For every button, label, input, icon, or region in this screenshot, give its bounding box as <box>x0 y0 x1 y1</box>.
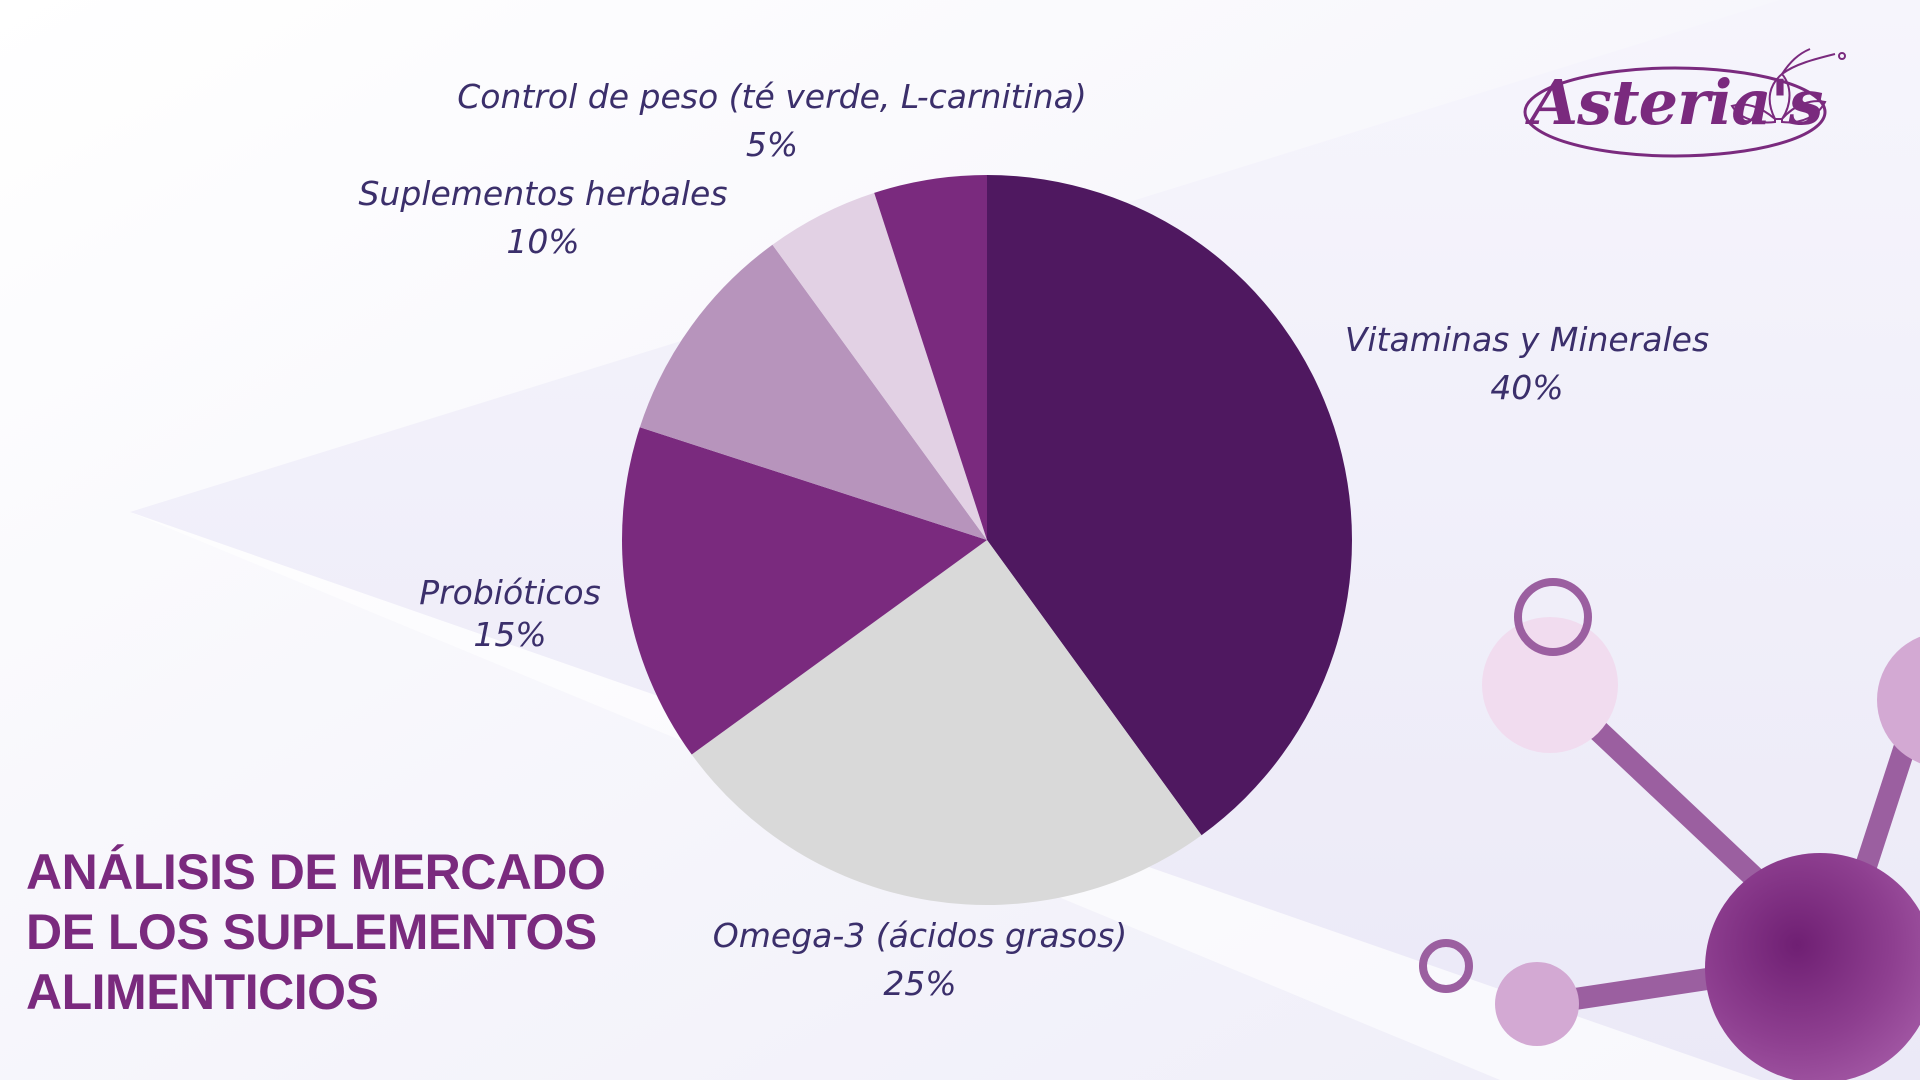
molecule-atom-mid <box>1877 636 1920 764</box>
label-omega3: Omega-3 (ácidos grasos) 25% <box>713 912 1127 1008</box>
molecule-atom-mid <box>1495 962 1579 1046</box>
brand-logo: Asteria's <box>1520 44 1860 174</box>
title-line-3: ALIMENTICIOS <box>26 964 379 1020</box>
pie-slice-3 <box>639 244 987 540</box>
label-probioticos: Probióticos 15% <box>419 572 601 656</box>
label-probioticos-name: Probióticos <box>419 573 601 612</box>
label-vitaminas-name: Vitaminas y Minerales <box>1344 320 1710 359</box>
label-control-peso-pct: 5% <box>745 125 799 164</box>
label-control-peso-name: Control de peso (té verde, L-carnitina) <box>457 77 1087 116</box>
pie-slice-5 <box>874 174 987 540</box>
label-control-peso: Control de peso (té verde, L-carnitina) … <box>457 73 1086 169</box>
label-vitaminas-pct: 40% <box>1490 368 1564 407</box>
molecule-ring <box>1514 578 1592 656</box>
logo-ornament <box>1523 48 1846 158</box>
pie-chart <box>621 174 1352 905</box>
page-title: ANÁLISIS DE MERCADO DE LOS SUPLEMENTOS A… <box>26 842 606 1022</box>
label-omega3-name: Omega-3 (ácidos grasos) <box>712 916 1128 955</box>
pie-slice-4 <box>772 192 987 541</box>
lotus-icon <box>1730 48 1846 124</box>
title-line-1: ANÁLISIS DE MERCADO <box>26 844 606 900</box>
molecule-decoration <box>1419 578 1920 1080</box>
label-herbales-name: Suplementos herbales <box>358 174 728 213</box>
pie-slice-0 <box>987 175 1352 836</box>
label-omega3-pct: 25% <box>883 964 957 1003</box>
logo-text: Asteria's <box>1530 66 1823 139</box>
label-vitaminas: Vitaminas y Minerales 40% <box>1345 316 1709 412</box>
title-line-2: DE LOS SUPLEMENTOS <box>26 904 597 960</box>
molecule-atom-light <box>1482 617 1618 753</box>
label-herbales: Suplementos herbales 10% <box>358 170 727 266</box>
pie-slice-1 <box>691 540 1202 905</box>
label-herbales-pct: 10% <box>506 222 580 261</box>
label-probioticos-pct: 15% <box>473 615 547 654</box>
molecule-ring <box>1419 939 1473 993</box>
pie-slice-2 <box>621 427 987 755</box>
molecule-atom-dark <box>1705 853 1920 1080</box>
